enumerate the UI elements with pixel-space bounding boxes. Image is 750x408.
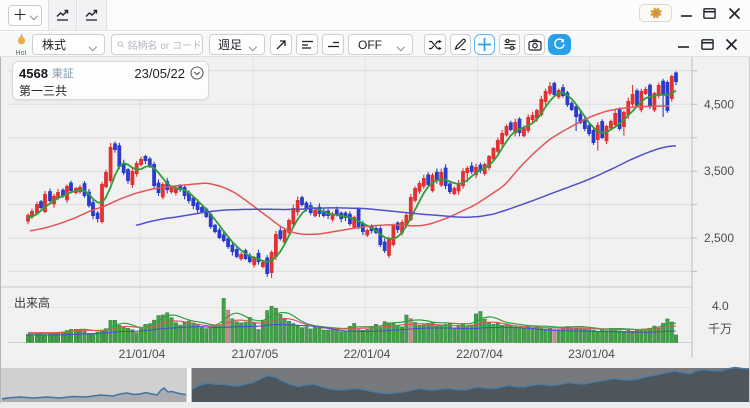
- svg-text:2,500: 2,500: [704, 231, 734, 245]
- svg-text:22/07/04: 22/07/04: [456, 347, 503, 361]
- svg-text:23/01/04: 23/01/04: [568, 347, 615, 361]
- svg-text:3,500: 3,500: [704, 164, 734, 178]
- svg-text:21/07/05: 21/07/05: [232, 347, 279, 361]
- svg-text:千万: 千万: [708, 322, 732, 336]
- svg-text:21/01/04: 21/01/04: [119, 347, 166, 361]
- svg-text:4.0: 4.0: [712, 299, 729, 313]
- svg-text:出来高: 出来高: [14, 295, 50, 310]
- svg-text:22/01/04: 22/01/04: [344, 347, 391, 361]
- svg-text:4,500: 4,500: [704, 97, 734, 111]
